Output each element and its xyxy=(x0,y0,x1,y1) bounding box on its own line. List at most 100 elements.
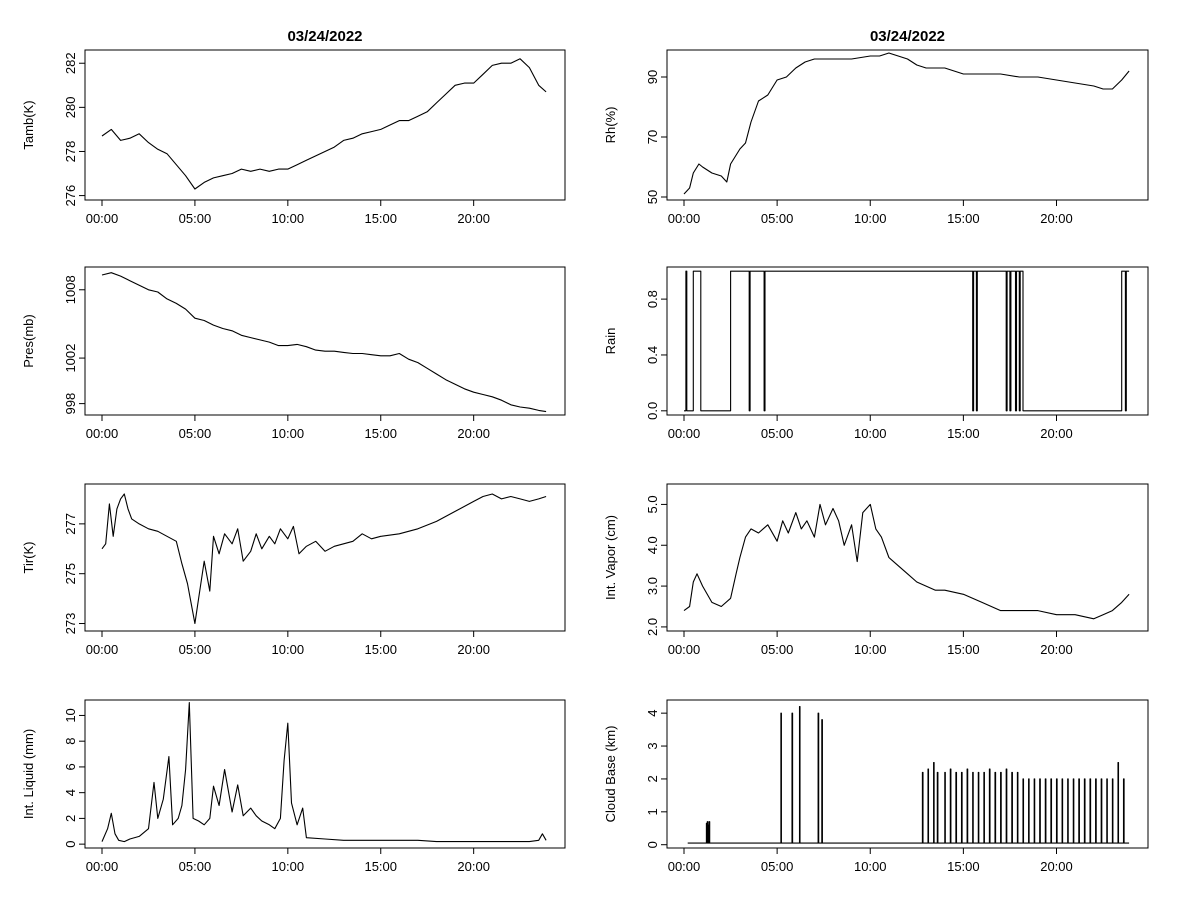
panel-liquid: 00:00 05:00 10:00 15:00 20:00 0 2 4 6 8 10 Int. Liq… xyxy=(21,699,566,874)
y-tick-label: 273 xyxy=(63,613,78,635)
y-tick-label: 3 xyxy=(645,742,660,749)
y-tick-label: 0 xyxy=(645,841,660,848)
x-tick-label: 05:00 xyxy=(761,211,794,226)
plot-frame xyxy=(84,266,566,416)
y-tick-label: 275 xyxy=(63,563,78,585)
y-axis-label: Tir(K) xyxy=(21,541,36,573)
x-tick-label: 20:00 xyxy=(1040,859,1073,874)
y-tick-label: 2 xyxy=(645,775,660,782)
panel-tir: 00:00 05:00 10:00 15:00 20:00 273 275 277 Tir(K) xyxy=(21,483,566,657)
x-tick-label: 10:00 xyxy=(272,426,305,441)
y-tick-label: 1008 xyxy=(63,275,78,304)
series-line-pres xyxy=(101,272,547,413)
x-tick-label: 05:00 xyxy=(761,642,794,657)
plot-frame xyxy=(666,483,1149,632)
x-tick-label: 00:00 xyxy=(86,211,119,226)
y-tick-label: 0.4 xyxy=(645,346,660,364)
chart-title: 03/24/2022 xyxy=(287,28,362,45)
plot-frame xyxy=(666,266,1149,416)
y-tick-label: 4 xyxy=(63,789,78,796)
x-tick-label: 15:00 xyxy=(364,642,397,657)
y-tick-label: 1002 xyxy=(63,344,78,373)
y-tick-label: 4 xyxy=(645,710,660,717)
plot-frame xyxy=(84,483,566,632)
x-tick-label: 00:00 xyxy=(668,642,701,657)
chart-title: 03/24/2022 xyxy=(870,28,945,45)
x-tick-label: 05:00 xyxy=(761,426,794,441)
series-line-tir xyxy=(101,493,547,625)
y-tick-label: 280 xyxy=(63,97,78,119)
x-tick-label: 20:00 xyxy=(1040,426,1073,441)
x-tick-label: 00:00 xyxy=(86,859,119,874)
x-tick-label: 05:00 xyxy=(179,642,212,657)
y-tick-label: 50 xyxy=(645,190,660,204)
y-axis-label: Int. Vapor (cm) xyxy=(603,515,618,600)
x-tick-label: 15:00 xyxy=(364,859,397,874)
y-tick-label: 278 xyxy=(63,141,78,163)
y-tick-label: 70 xyxy=(645,130,660,144)
x-tick-label: 05:00 xyxy=(761,859,794,874)
y-tick-label: 8 xyxy=(63,738,78,745)
x-tick-label: 20:00 xyxy=(457,642,490,657)
x-tick-label: 00:00 xyxy=(86,642,119,657)
y-tick-label: 1 xyxy=(645,808,660,815)
series-line-cloud xyxy=(687,706,1130,844)
plot-frame xyxy=(666,49,1149,201)
panel-pres: 00:00 05:00 10:00 15:00 20:00 998 1002 1008 Pres… xyxy=(21,266,566,441)
x-tick-label: 10:00 xyxy=(272,859,305,874)
y-axis-label: Rain xyxy=(603,328,618,355)
y-tick-label: 3.0 xyxy=(645,577,660,595)
panel-cloud: 00:00 05:00 10:00 15:00 20:00 0 1 2 3 4 Cloud Base… xyxy=(603,699,1149,874)
plot-frame xyxy=(84,49,566,201)
y-tick-label: 282 xyxy=(63,52,78,74)
y-tick-label: 10 xyxy=(63,708,78,722)
x-tick-label: 20:00 xyxy=(1040,211,1073,226)
y-tick-label: 276 xyxy=(63,185,78,207)
x-tick-label: 15:00 xyxy=(364,211,397,226)
y-tick-label: 998 xyxy=(63,393,78,415)
x-tick-label: 10:00 xyxy=(854,211,887,226)
series-line-vapor xyxy=(683,503,1130,620)
plot-frame xyxy=(666,699,1149,849)
series-line-rain xyxy=(684,270,1130,412)
x-tick-label: 10:00 xyxy=(854,642,887,657)
x-tick-label: 00:00 xyxy=(668,211,701,226)
x-tick-label: 10:00 xyxy=(854,859,887,874)
x-tick-label: 10:00 xyxy=(854,426,887,441)
y-tick-label: 0.0 xyxy=(645,402,660,420)
panel-tamb: 03/24/2022 00:00 05:00 10:00 15:00 20:00 276 27… xyxy=(21,28,566,226)
y-tick-label: 6 xyxy=(63,763,78,770)
x-tick-label: 00:00 xyxy=(668,426,701,441)
x-tick-label: 05:00 xyxy=(179,426,212,441)
x-tick-label: 15:00 xyxy=(947,859,980,874)
x-tick-label: 00:00 xyxy=(86,426,119,441)
y-axis-label: Rh(%) xyxy=(603,107,618,144)
x-tick-label: 20:00 xyxy=(457,426,490,441)
panel-vapor: 00:00 05:00 10:00 15:00 20:00 2.0 3.0 4.0 5.0 Int… xyxy=(603,483,1149,657)
x-tick-label: 20:00 xyxy=(457,211,490,226)
x-tick-label: 20:00 xyxy=(457,859,490,874)
y-axis-label: Cloud Base (km) xyxy=(603,726,618,823)
x-tick-label: 00:00 xyxy=(668,859,701,874)
x-tick-label: 10:00 xyxy=(272,211,305,226)
x-tick-label: 05:00 xyxy=(179,211,212,226)
y-axis-label: Pres(mb) xyxy=(21,314,36,367)
y-tick-label: 90 xyxy=(645,70,660,84)
x-tick-label: 05:00 xyxy=(179,859,212,874)
series-line-rh xyxy=(683,52,1130,195)
y-tick-label: 4.0 xyxy=(645,536,660,554)
y-tick-label: 277 xyxy=(63,513,78,535)
y-tick-label: 0.8 xyxy=(645,290,660,308)
y-axis-label: Int. Liquid (mm) xyxy=(21,729,36,819)
y-tick-label: 2.0 xyxy=(645,618,660,636)
x-tick-label: 15:00 xyxy=(947,211,980,226)
y-tick-label: 0 xyxy=(63,841,78,848)
y-tick-label: 2 xyxy=(63,815,78,822)
series-line-tamb xyxy=(101,58,547,190)
x-tick-label: 10:00 xyxy=(272,642,305,657)
y-axis-label: Tamb(K) xyxy=(21,100,36,149)
y-tick-label: 5.0 xyxy=(645,495,660,513)
series-line-liquid xyxy=(101,702,547,843)
x-tick-label: 15:00 xyxy=(364,426,397,441)
